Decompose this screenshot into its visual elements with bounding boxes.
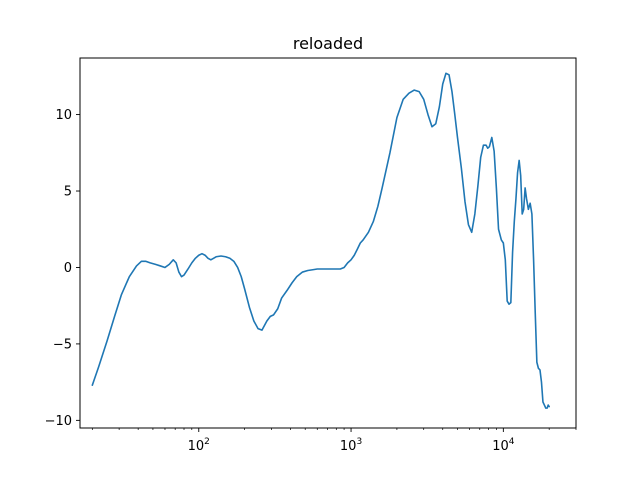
x-tick-label-exponent: 2 [204,437,210,447]
x-tick-label-exponent: 3 [356,437,362,447]
y-tick-label: −5 [53,337,72,352]
y-tick-label: 0 [64,261,72,276]
y-axis: 10 5 0 −5 −10 [45,108,80,429]
x-tick-label-exponent: 4 [509,437,515,447]
x-tick-label: 104 [492,437,515,454]
x-axis: 102 103 104 [91,428,577,454]
series-line-0 [91,72,550,409]
plot-area [91,72,550,409]
x-tick-label: 102 [188,437,210,454]
y-tick-label: 5 [64,185,72,200]
y-tick-label: 10 [55,108,72,123]
axes-frame [79,57,577,429]
chart-title: reloaded [293,34,363,53]
y-tick-label: −10 [45,414,72,429]
x-tick-label-base: 10 [492,439,509,454]
x-tick-label-base: 10 [340,439,357,454]
x-tick-label-base: 10 [188,439,205,454]
x-tick-label: 103 [340,437,362,454]
